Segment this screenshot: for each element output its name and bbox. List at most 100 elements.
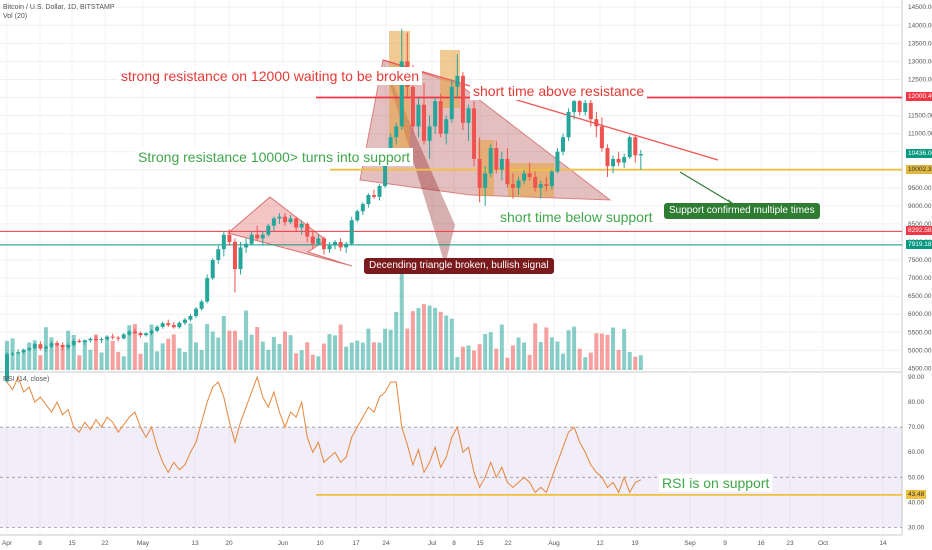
candle-body [294, 218, 299, 228]
candle-body [127, 331, 132, 335]
volume-bar [472, 350, 477, 370]
candle-body [544, 184, 549, 186]
price-tick-label: 7000.00 [908, 275, 932, 282]
candle-body [366, 195, 371, 205]
candle-body [88, 338, 93, 341]
candle-body [427, 126, 432, 141]
volume-bar [572, 326, 577, 370]
candle-body [16, 352, 21, 354]
time-tick-label: 8 [452, 540, 456, 547]
volume-bar [266, 349, 271, 370]
volume-bar [260, 341, 265, 370]
rsi-tick-label: 30.00 [908, 524, 925, 531]
volume-bar [577, 348, 582, 370]
time-tick-label: 17 [352, 540, 360, 547]
candle-body [27, 348, 32, 350]
candle-body [638, 154, 643, 156]
volume-bar [283, 331, 287, 370]
candle-body [160, 323, 165, 327]
candle-body [132, 331, 137, 333]
volume-bar [138, 353, 143, 370]
candle-body [460, 75, 465, 123]
annotation-rsi-support: RSI is on support [659, 474, 773, 492]
volume-bar [182, 352, 187, 370]
volume-bar [49, 337, 54, 370]
volume-bar [455, 357, 460, 370]
volume-bar [271, 336, 276, 370]
volume-bar [82, 340, 87, 370]
candle-body [99, 339, 104, 341]
volume-bar [338, 324, 343, 370]
time-tick-label: Jun [278, 540, 289, 547]
candle-body [255, 234, 260, 239]
volume-bar [483, 333, 488, 370]
volume-bar [194, 342, 199, 370]
candle-body [527, 173, 532, 177]
candle-body [5, 353, 9, 382]
candle-body [477, 158, 482, 188]
volume-bar [249, 334, 254, 370]
volume-bar [583, 357, 588, 370]
candle-body [505, 158, 510, 185]
candle-body [538, 184, 543, 188]
candle-body [422, 104, 426, 141]
candle-body [60, 344, 65, 348]
candles [5, 28, 643, 383]
volume-bar [66, 330, 71, 370]
volume-bar [171, 334, 176, 370]
volume-bar [205, 323, 210, 370]
volume-bar [366, 328, 371, 370]
candle-body [271, 218, 276, 226]
volume-bar [438, 311, 443, 370]
volume-bar [549, 337, 554, 370]
price-axis-label: 7919.18 [906, 239, 932, 249]
rsi-tick-label: 60.00 [908, 449, 925, 456]
candle-body [199, 301, 204, 309]
time-tick-label: 10 [316, 540, 324, 547]
volume-bar [349, 342, 354, 370]
rsi-tick-label: 90.00 [908, 374, 925, 381]
candle-body [316, 238, 321, 244]
candle-body [433, 101, 438, 127]
candle-body [66, 344, 71, 348]
time-tick-label: 22 [101, 540, 109, 547]
candle-body [555, 151, 560, 172]
volume-bar [399, 260, 404, 370]
volume-bar [232, 330, 237, 370]
price-tick-label: 11000.00 [908, 131, 932, 138]
candle-body [82, 340, 87, 343]
time-tick-label: 15 [68, 540, 76, 547]
candle-body [232, 241, 237, 270]
volume-bar [477, 344, 482, 370]
volume-bar [433, 307, 438, 370]
candle-body [49, 343, 54, 347]
candle-body [55, 343, 60, 345]
volume-bar [93, 334, 98, 370]
rsi-pane [0, 375, 902, 528]
volume-bar [566, 330, 571, 370]
candle-body [572, 101, 577, 112]
time-tick-label: 23 [786, 540, 794, 547]
candle-body [516, 180, 521, 188]
volume-bar [305, 342, 310, 370]
volume-bar [132, 324, 137, 370]
candle-body [283, 216, 287, 223]
time-tick-label: 8 [38, 540, 42, 547]
volume-bar [633, 356, 638, 370]
volume-bar [522, 342, 527, 370]
candle-body [288, 218, 293, 223]
candle-body [394, 126, 399, 138]
candle-body [188, 316, 193, 320]
volume-bar [449, 318, 454, 370]
rsi-title: RSI (14, close) [3, 376, 50, 383]
volume-bar [533, 323, 538, 370]
support-arrow [679, 171, 736, 206]
volume-bar [355, 340, 360, 370]
volume-bar [344, 346, 349, 370]
time-tick-label: Aug [548, 540, 560, 547]
volume-bar [555, 341, 560, 370]
time-tick-label: 22 [504, 540, 512, 547]
candle-body [549, 171, 554, 186]
price-tick-label: 7500.00 [908, 257, 932, 264]
time-tick-label: 14 [879, 540, 887, 547]
